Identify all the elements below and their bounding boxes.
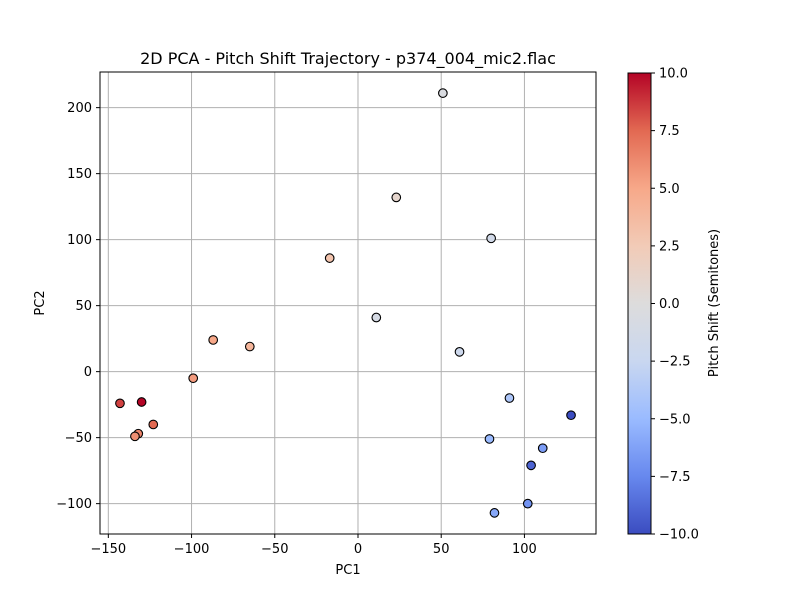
y-axis-label: PC2: [33, 290, 48, 315]
scatter-point: [537, 443, 548, 454]
grid-lines: [100, 72, 596, 534]
y-tick-label: 200: [67, 101, 92, 116]
x-tick-label: −150: [90, 542, 126, 557]
scatter-point: [504, 393, 515, 403]
y-tick-label: 0: [84, 365, 92, 380]
colorbar-ticks: 10.0 7.5 5.0 2.5 0.0 −2.5 −5.0 −7.5 −10.0: [651, 67, 699, 543]
x-axis-ticks: −150 −100 −50 0 50 100: [90, 534, 537, 557]
colorbar-tick-label: −10.0: [659, 528, 699, 543]
y-axis-ticks: −100 −50 0 50 100 150 200: [56, 101, 100, 512]
chart-title: 2D PCA - Pitch Shift Trajectory - p374_0…: [140, 49, 556, 69]
colorbar-tick-label: −5.0: [659, 412, 691, 427]
y-tick-label: −100: [56, 497, 92, 512]
x-tick-label: −50: [261, 542, 288, 557]
scatter-point: [371, 312, 382, 323]
scatter-point: [136, 397, 147, 407]
scatter-point: [486, 233, 496, 244]
y-tick-label: 150: [67, 167, 92, 182]
x-axis-label: PC1: [335, 563, 360, 578]
colorbar-tick-label: −7.5: [659, 470, 691, 485]
scatter-point: [454, 346, 465, 357]
x-tick-label: 50: [433, 542, 450, 557]
x-tick-label: 0: [354, 542, 362, 557]
x-tick-label: 100: [512, 542, 537, 557]
scatter-point: [391, 192, 402, 203]
scatter-point: [188, 373, 199, 384]
data-points: [115, 88, 576, 518]
colorbar-tick-label: 7.5: [659, 124, 680, 139]
scatter-point: [148, 419, 159, 430]
y-tick-label: −50: [65, 431, 92, 446]
colorbar-tick-label: 10.0: [659, 67, 688, 82]
scatter-point: [566, 410, 576, 421]
colorbar-tick-label: 2.5: [659, 239, 680, 254]
scatter-point: [115, 398, 125, 409]
y-tick-label: 100: [67, 233, 92, 248]
scatter-point: [526, 460, 536, 471]
scatter-point: [324, 253, 335, 263]
colorbar-tick-label: 0.0: [659, 297, 680, 312]
scatter-point: [438, 88, 448, 98]
scatter-point: [484, 434, 495, 444]
scatter-point: [522, 498, 533, 509]
scatter-point: [130, 431, 140, 442]
colorbar-tick-label: 5.0: [659, 182, 680, 197]
colorbar: [627, 72, 652, 535]
colorbar-tick-label: −2.5: [659, 355, 691, 370]
colorbar-label: Pitch Shift (Semitones): [707, 229, 722, 377]
x-tick-label: −100: [174, 542, 210, 557]
scatter-point: [244, 341, 255, 352]
scatter-point: [489, 508, 500, 518]
y-tick-label: 50: [75, 299, 92, 314]
plot-frame: [99, 71, 597, 535]
scatter-point: [208, 335, 219, 345]
